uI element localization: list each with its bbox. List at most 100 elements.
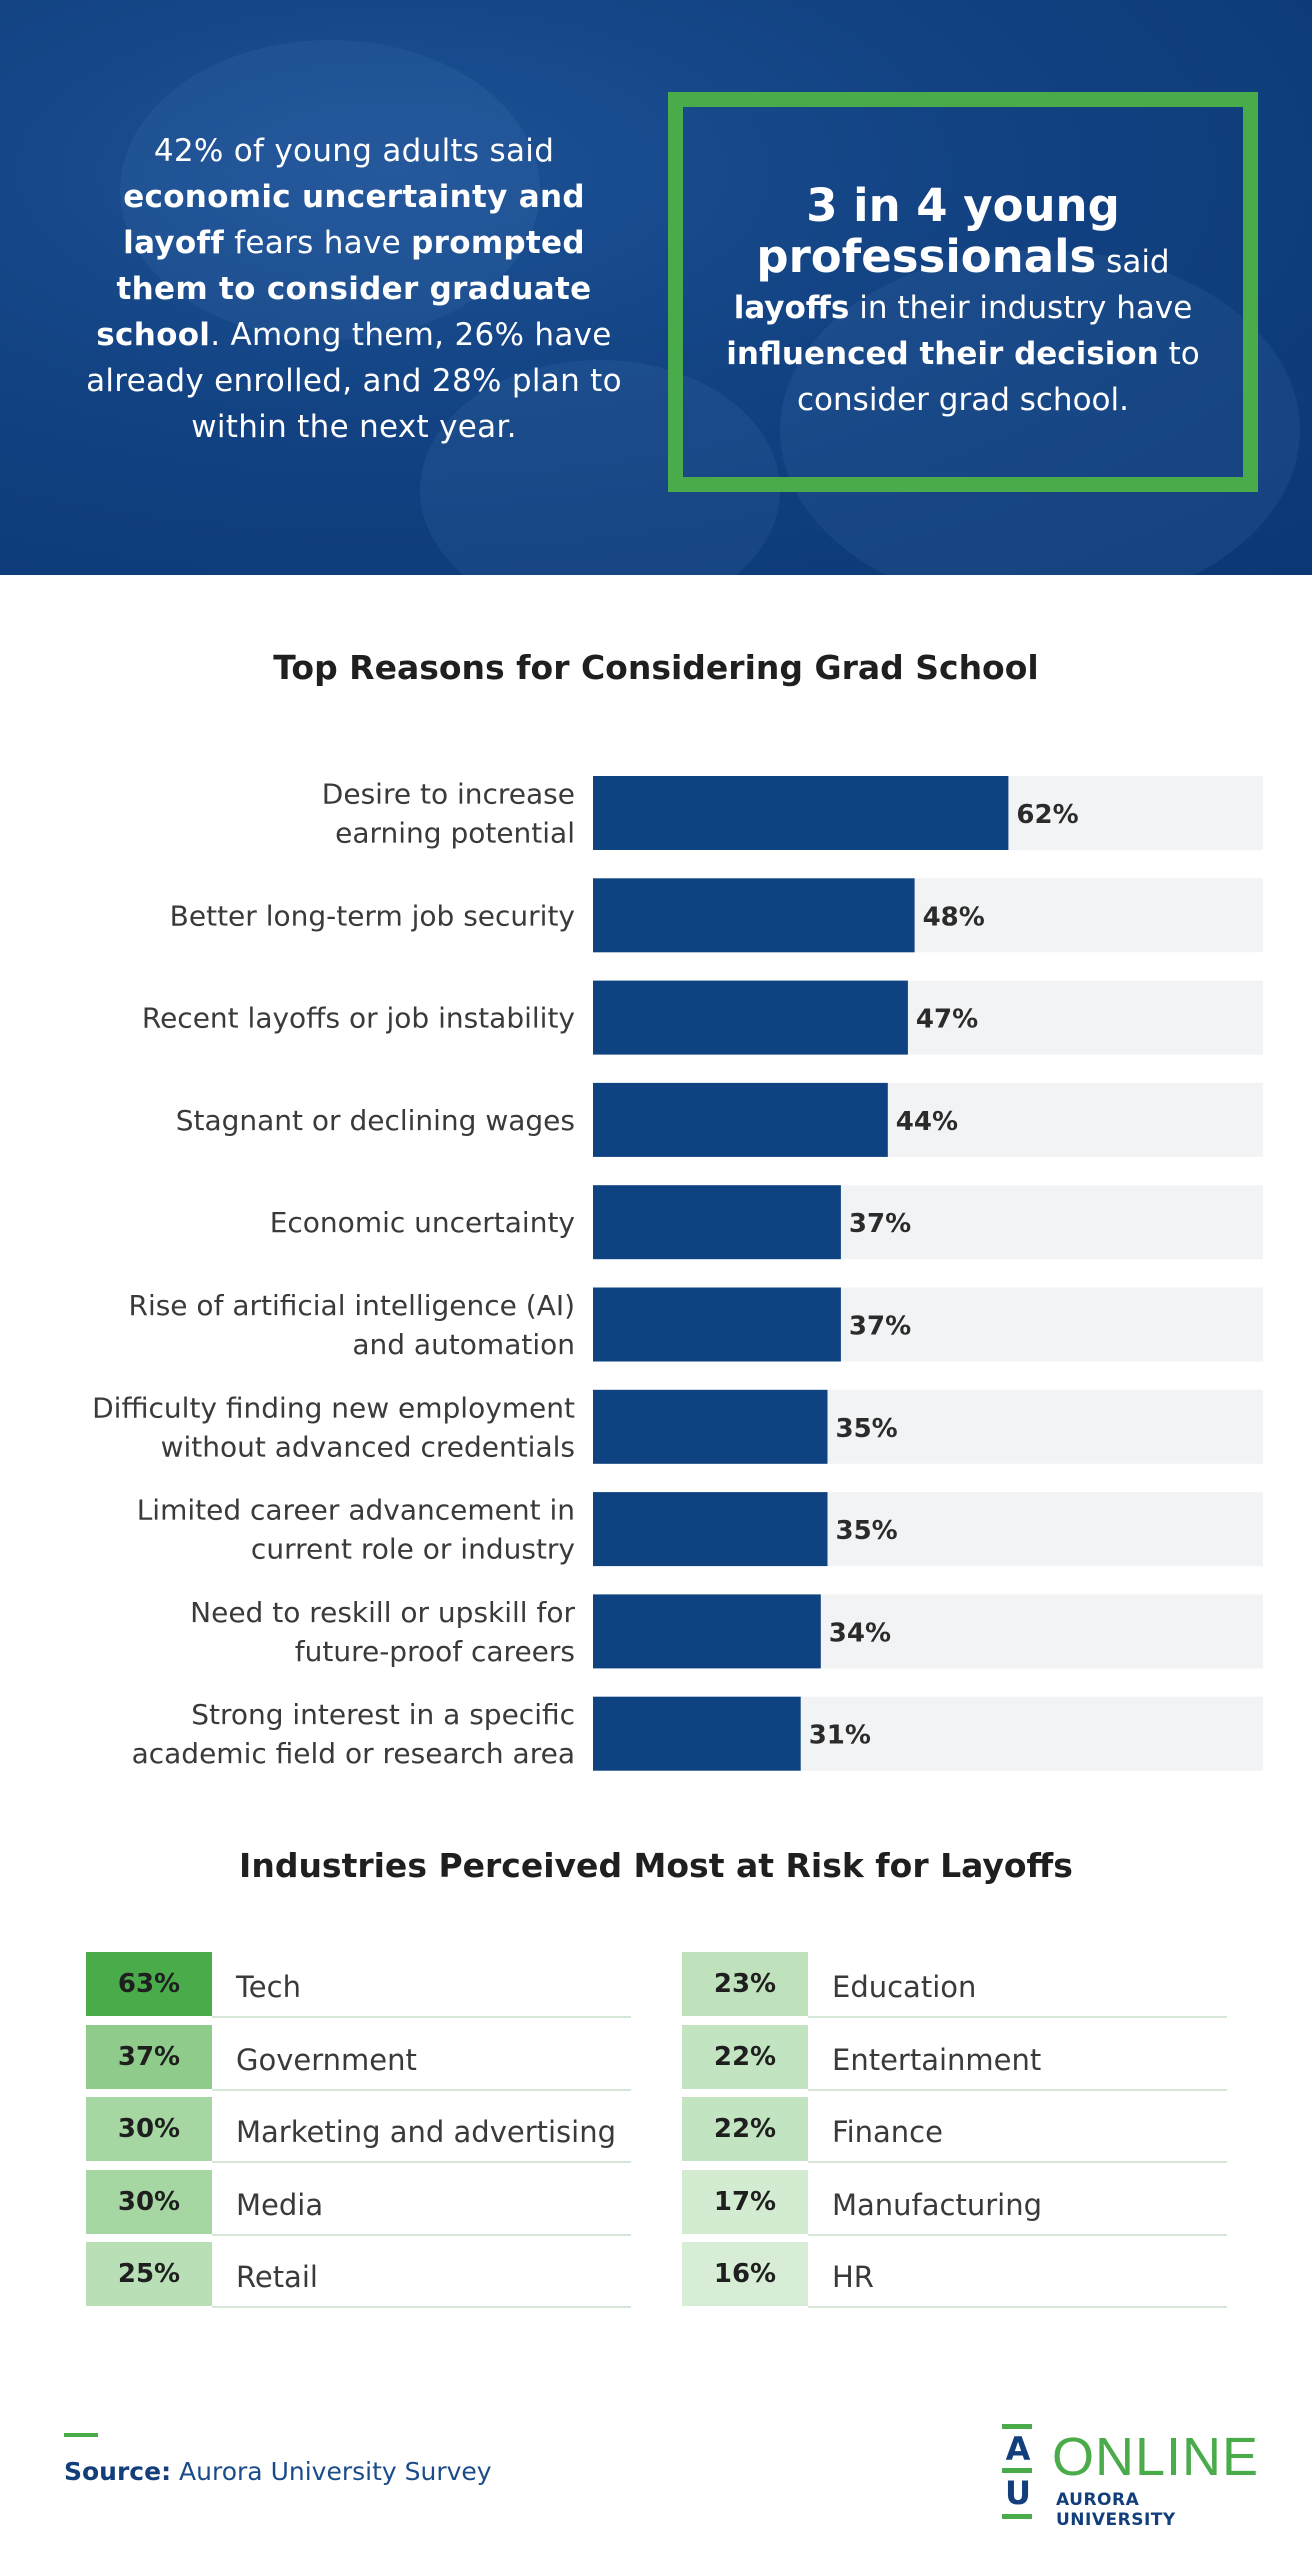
industry-percent-badge: 22% — [682, 2097, 808, 2161]
industry-row: 25% Retail — [86, 2242, 631, 2308]
industry-label: Retail — [236, 2260, 318, 2294]
hero-stat-emphasis: prompted them to consider graduate schoo… — [96, 225, 592, 353]
bar-value-label: 37% — [849, 1312, 911, 1342]
industry-percent-badge: 16% — [682, 2242, 808, 2306]
aurora-online-logo: A U ONLINE AURORA UNIVERSITY — [1002, 2424, 1264, 2530]
industry-label: HR — [832, 2260, 874, 2294]
monogram-bar-middle — [1002, 2468, 1032, 2473]
industry-percent-badge: 22% — [682, 2024, 808, 2089]
industry-percent-badge: 63% — [86, 1952, 212, 2016]
bar — [593, 1389, 828, 1464]
bar — [593, 1287, 841, 1362]
source-text: Aurora University Survey — [179, 2457, 492, 2486]
industry-row: 37% Government — [86, 2024, 631, 2091]
bar — [593, 980, 908, 1055]
industry-row-divider — [808, 2088, 1227, 2091]
source-line: Source: Aurora University Survey — [64, 2457, 492, 2486]
category-label: and automation — [352, 1328, 575, 1361]
monogram-letter-u: U — [1005, 2474, 1031, 2512]
category-label: academic field or research area — [132, 1737, 575, 1770]
monogram-bar-bottom — [1002, 2514, 1032, 2519]
industry-row-divider — [808, 2233, 1227, 2236]
bar-value-label: 35% — [836, 1516, 898, 1546]
logo-subtitle: AURORA UNIVERSITY — [1056, 2490, 1176, 2530]
chart-title: Top Reasons for Considering Grad School — [273, 648, 1039, 687]
industry-percent-badge: 37% — [86, 2024, 212, 2089]
reasons-bar-chart: 62% Desire to increase earning potential 48… — [92, 776, 1263, 1771]
highlight-stat-text: said — [1106, 244, 1170, 280]
hero-background-shape — [780, 250, 1300, 575]
highlight-stat-paragraph: 3 in 4 young professionals said layoffs … — [683, 183, 1243, 423]
highlight-stat-emphasis: influenced their decision — [726, 336, 1159, 372]
logo-wordmark: ONLINE — [1052, 2427, 1260, 2487]
bar-value-label: 47% — [916, 1005, 978, 1035]
category-label: Economic uncertainty — [270, 1206, 575, 1239]
bar-value-label: 48% — [923, 902, 985, 932]
source-accent-rule — [64, 2433, 98, 2437]
bar — [593, 1082, 888, 1157]
industry-percent-badge: 23% — [682, 1952, 808, 2016]
category-label: current role or industry — [251, 1533, 575, 1566]
industry-label: Education — [832, 1970, 977, 2004]
industry-row-divider — [212, 2306, 631, 2308]
source-label: Source: — [64, 2457, 172, 2486]
category-label: without advanced credentials — [161, 1430, 575, 1463]
highlight-stat-emphasis: layoffs — [733, 290, 850, 326]
hero-stat-text: fears have — [224, 225, 412, 261]
industry-row: 30% Media — [86, 2169, 631, 2236]
bar-value-label: 31% — [809, 1721, 871, 1751]
bar — [593, 1594, 821, 1669]
bar — [593, 776, 1009, 850]
industry-label: Entertainment — [832, 2042, 1042, 2077]
highlight-stat-text: to consider grad school. — [797, 336, 1200, 418]
industry-row-divider — [808, 2306, 1227, 2308]
hero-stat-paragraph: 42% of young adults said economic uncert… — [78, 128, 630, 450]
industry-percent-badge: 30% — [86, 2097, 212, 2161]
bar — [593, 878, 915, 953]
industry-percent-badge: 17% — [682, 2169, 808, 2234]
category-label: Rise of artificial intelligence (AI) — [128, 1289, 575, 1322]
bar-value-label: 35% — [836, 1414, 898, 1444]
industry-row-divider — [808, 2161, 1227, 2163]
bar-value-label: 62% — [1016, 800, 1078, 830]
highlight-stat-text: in their industry have — [849, 290, 1193, 326]
bar — [593, 1696, 801, 1771]
category-label: Need to reskill or upskill for — [190, 1596, 575, 1629]
industry-row-divider — [212, 2161, 631, 2163]
category-label: Difficulty finding new employment — [92, 1391, 575, 1424]
category-label: Stagnant or declining wages — [176, 1104, 575, 1137]
industry-row-divider — [212, 2233, 631, 2236]
hero-stat-text: . Among them, 26% have already enrolled,… — [86, 317, 622, 445]
industry-percent-badge: 30% — [86, 2169, 212, 2234]
industries-title: Industries Perceived Most at Risk for La… — [239, 1846, 1073, 1885]
industry-row-divider — [212, 2016, 631, 2018]
industry-row: 16% HR — [682, 2242, 1227, 2308]
industry-row-divider — [212, 2088, 631, 2091]
category-label: Limited career advancement in — [137, 1494, 575, 1527]
industry-label: Marketing and advertising — [236, 2115, 617, 2149]
industry-label: Government — [236, 2042, 417, 2077]
category-label: Strong interest in a specific — [191, 1698, 575, 1731]
hero-background-shape — [420, 360, 780, 575]
bar-value-label: 44% — [896, 1107, 958, 1137]
industry-row-divider — [808, 2016, 1227, 2018]
category-label: Desire to increase — [322, 778, 575, 811]
bar-value-label: 37% — [849, 1209, 911, 1239]
industry-label: Manufacturing — [832, 2187, 1042, 2222]
industry-label: Finance — [832, 2115, 943, 2149]
highlight-headline: 3 in 4 young professionals — [756, 179, 1120, 283]
industry-label: Tech — [236, 1970, 301, 2004]
highlight-box: 3 in 4 young professionals said layoffs … — [668, 92, 1258, 492]
category-label: earning potential — [335, 817, 575, 850]
industry-row: 22% Entertainment — [682, 2024, 1227, 2091]
hero-banner: 42% of young adults said economic uncert… — [0, 0, 1312, 575]
bar-value-label: 34% — [829, 1618, 891, 1648]
industry-row: 63% Tech — [86, 1952, 631, 2018]
monogram-bar-top — [1002, 2424, 1032, 2429]
hero-stat-emphasis: economic uncertainty and layoff — [123, 179, 585, 261]
industry-row: 22% Finance — [682, 2097, 1227, 2163]
monogram-letter-a: A — [1005, 2430, 1031, 2468]
industry-row: 30% Marketing and advertising — [86, 2097, 631, 2163]
bar — [593, 1185, 841, 1260]
bar — [593, 1492, 828, 1567]
